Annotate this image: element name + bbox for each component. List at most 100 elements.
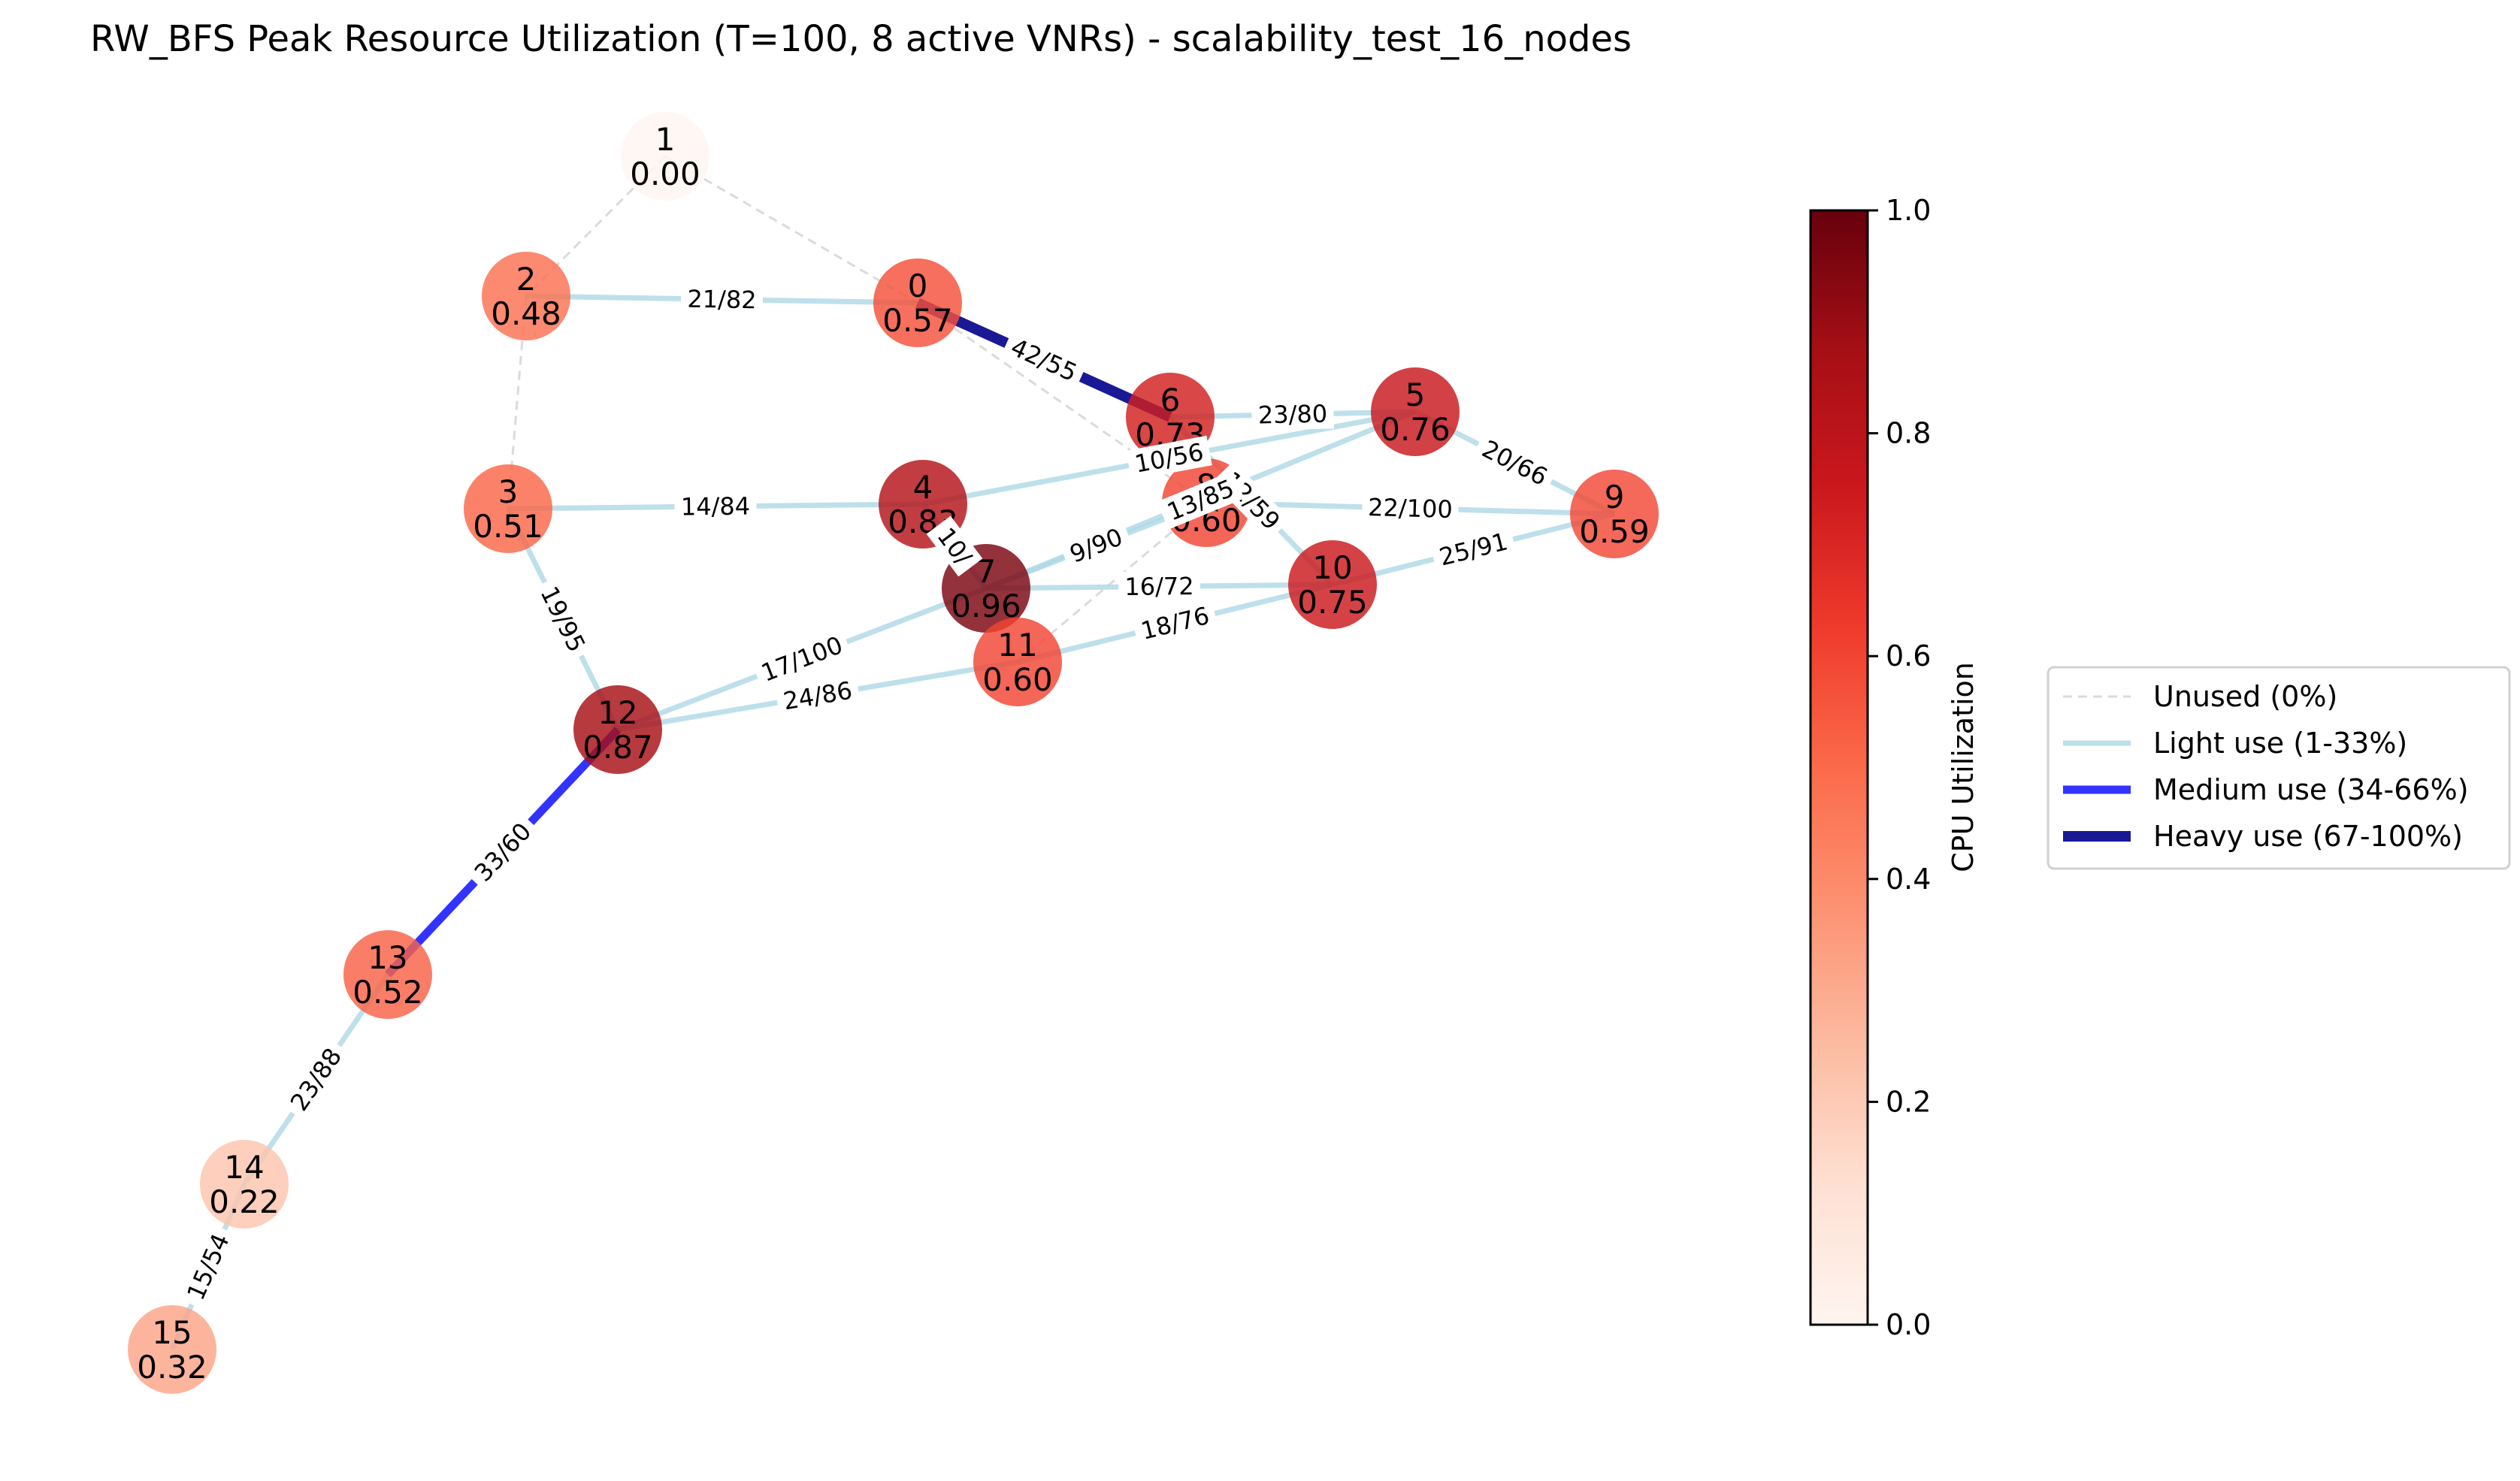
nodes-layer: 00.5710.0020.4830.5140.8350.7660.7370.96… [128, 112, 1659, 1394]
node-circle [1288, 540, 1377, 629]
edge-label-3-4: 14/84 [674, 491, 757, 522]
edge-label-text: 18/76 [1138, 601, 1212, 645]
edge-label-background [774, 674, 861, 718]
edge-1-0 [664, 155, 918, 304]
node-util-label: 0.87 [582, 729, 653, 766]
node-circle [464, 464, 552, 553]
colorbar-tick-label: 0.2 [1886, 1085, 1931, 1118]
node-id-label: 11 [997, 627, 1037, 663]
edge-8-11 [1017, 501, 1207, 663]
node-10: 100.75 [1288, 540, 1377, 629]
chart-title: RW_BFS Peak Resource Utilization (T=100,… [90, 18, 1632, 60]
edge-label-5-9: 20/66 [1471, 431, 1559, 495]
colorbar-gradient-bar [1809, 209, 1869, 1326]
node-12: 120.87 [573, 685, 662, 774]
node-14: 140.22 [200, 1140, 289, 1229]
node-15: 150.32 [128, 1305, 216, 1394]
node-id-label: 6 [1160, 382, 1181, 419]
edge-label-text: 16/72 [1124, 572, 1194, 601]
edge-label-text: 22/100 [1368, 493, 1454, 524]
node-id-label: 1 [655, 121, 676, 158]
node-util-label: 0.48 [491, 295, 561, 332]
node-circle [973, 618, 1062, 706]
edge-label-3-12: 19/95 [531, 576, 595, 663]
edge-label-background [280, 1037, 352, 1122]
node-circle [482, 252, 570, 340]
edge-label-background [926, 515, 983, 577]
node-3: 30.51 [464, 464, 552, 553]
node-id-label: 2 [516, 261, 537, 298]
node-id-label: 9 [1605, 479, 1625, 515]
node-id-label: 12 [597, 694, 637, 731]
edge-label-text: 21/82 [687, 285, 757, 315]
edge-label-4-5: 10/56 [1126, 435, 1212, 481]
edge-label-text: 33/60 [469, 817, 537, 887]
node-util-label: 0.96 [951, 588, 1021, 624]
colorbar-label: CPU Utilization [1947, 662, 1980, 872]
node-0: 00.57 [873, 258, 962, 347]
edge-label-0-6: 42/55 [1000, 329, 1088, 391]
edge-label-13-14: 23/88 [280, 1037, 352, 1122]
edge-label-background [531, 576, 595, 663]
node-circle [573, 685, 662, 774]
node-id-label: 15 [152, 1314, 192, 1351]
node-circle [873, 258, 962, 347]
node-circle [200, 1140, 289, 1229]
edge-label-6-5: 23/80 [1251, 398, 1334, 431]
legend-label-medium: Medium use (34-66%) [2153, 773, 2469, 806]
legend-label-heavy: Heavy use (67-100%) [2153, 820, 2463, 853]
node-id-label: 10 [1312, 549, 1352, 586]
legend-label-light: Light use (1-33%) [2153, 727, 2407, 760]
edge-label-7-10: 16/72 [1118, 570, 1201, 603]
edge-label-12-13: 33/60 [464, 812, 542, 893]
edge-label-background [674, 491, 757, 522]
legend-label-unused: Unused (0%) [2153, 680, 2337, 713]
node-2: 20.48 [482, 252, 570, 340]
node-id-label: 14 [224, 1149, 264, 1186]
legend-items: Unused (0%) Light use (1-33%) Medium use (… [2063, 680, 2469, 853]
edge-label-background [1251, 398, 1334, 431]
edge-label-background [1000, 329, 1088, 391]
colorbar-tick-label: 0.6 [1886, 639, 1931, 672]
edge-label-background [1126, 435, 1212, 481]
edge-label-14-15: 15/54 [177, 1223, 239, 1310]
colorbar-tick-label: 0.4 [1886, 863, 1931, 896]
node-id-label: 0 [908, 267, 928, 304]
node-util-label: 0.75 [1297, 584, 1368, 621]
colorbar-tick-label: 1.0 [1886, 194, 1931, 227]
edge-label-text: 42/55 [1006, 333, 1082, 388]
node-util-label: 0.57 [882, 302, 953, 339]
edge-label-background [680, 283, 764, 316]
legend-box [2047, 666, 2511, 870]
node-util-label: 0.76 [1380, 411, 1451, 448]
colorbar: 0.0 0.2 0.4 0.6 0.8 1.0 CPU Utilization [1809, 194, 1980, 1341]
colorbar-ticks: 0.0 0.2 0.4 0.6 0.8 1.0 [1868, 194, 1931, 1341]
node-circle [343, 930, 432, 1019]
edge-label-text: 23/80 [1257, 400, 1327, 430]
edge-label-12-11: 24/86 [774, 674, 861, 718]
node-util-label: 0.60 [982, 661, 1053, 698]
node-circle [1371, 367, 1460, 456]
edge-label-background [1471, 431, 1559, 495]
edge-label-background [752, 627, 852, 691]
node-1: 10.00 [621, 112, 709, 201]
edge-label-background [177, 1223, 239, 1310]
node-util-label: 0.00 [630, 156, 700, 192]
node-circle [1570, 470, 1659, 558]
node-id-label: 4 [913, 469, 933, 506]
edge-label-text: 9/90 [1066, 522, 1127, 568]
node-util-label: 0.51 [473, 508, 543, 545]
node-util-label: 0.59 [1579, 513, 1650, 550]
edge-label-text: 14/84 [681, 491, 751, 521]
node-util-label: 0.22 [209, 1183, 280, 1220]
node-circle [128, 1305, 216, 1394]
edge-label-background [1131, 599, 1219, 648]
edge-label-7-8: 9/90 [1059, 519, 1133, 572]
node-11: 110.60 [973, 618, 1062, 706]
node-id-label: 13 [368, 939, 407, 976]
node-id-label: 5 [1405, 376, 1426, 413]
edge-label-text: 25/91 [1436, 527, 1511, 571]
edge-label-background [464, 812, 542, 893]
edge-label-10-9: 25/91 [1429, 524, 1517, 574]
